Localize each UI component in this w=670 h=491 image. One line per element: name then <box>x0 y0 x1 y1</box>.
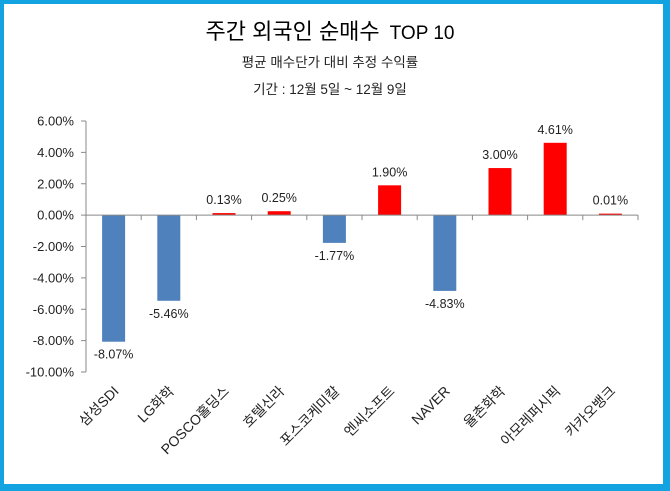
chart-title-main: 주간 외국인 순매수 <box>205 19 380 44</box>
x-category-label: 엔씨소프트 <box>341 383 398 440</box>
y-tick-label: -8.00% <box>33 333 75 348</box>
y-tick-label: -2.00% <box>33 239 75 254</box>
data-label: 0.01% <box>593 194 628 208</box>
y-tick-label: -6.00% <box>33 302 75 317</box>
y-tick-label: 2.00% <box>37 176 74 191</box>
y-tick-label: 4.00% <box>37 145 74 160</box>
y-tick-label: 6.00% <box>37 114 74 129</box>
bar <box>212 213 236 216</box>
x-category-label: LG화학 <box>134 383 177 426</box>
chart-title-suffix: TOP 10 <box>389 23 455 44</box>
data-label: -4.83% <box>425 297 465 311</box>
x-category-label: 삼성SDI <box>76 383 122 429</box>
bar <box>433 215 457 291</box>
x-category-label: NAVER <box>408 383 453 428</box>
y-tick-label: -10.00% <box>26 365 75 380</box>
data-label: 0.25% <box>261 191 296 205</box>
bar <box>157 215 181 301</box>
bar <box>543 142 567 216</box>
x-category-label: 율촌화학 <box>460 383 508 431</box>
bar <box>322 215 346 243</box>
y-tick-label: -4.00% <box>33 270 75 285</box>
y-tick-label: 0.00% <box>37 208 74 223</box>
x-category-label: 아모레퍼시픽 <box>497 383 563 449</box>
bar <box>102 215 126 342</box>
x-category-label: 포스코케미칼 <box>277 383 343 449</box>
bar <box>267 211 291 216</box>
data-label: 4.61% <box>537 123 572 137</box>
chart-period: 기간 : 12월 5일 ~ 12월 9일 <box>253 82 407 97</box>
data-label: -5.46% <box>149 307 189 321</box>
data-label: -8.07% <box>94 348 134 362</box>
data-label: -1.77% <box>315 249 355 263</box>
bar <box>378 185 402 216</box>
bar <box>488 168 512 216</box>
x-category-label: 카카오뱅크 <box>562 383 619 440</box>
data-label: 0.13% <box>206 193 241 207</box>
data-label: 1.90% <box>372 165 407 179</box>
x-category-label: 호텔신라 <box>240 383 288 431</box>
data-label: 3.00% <box>482 148 517 162</box>
bar <box>598 213 622 216</box>
chart-title: 주간 외국인 순매수 TOP 10 <box>0 14 660 46</box>
chart-subtitle: 평균 매수단가 대비 추정 수익률 <box>241 55 419 70</box>
